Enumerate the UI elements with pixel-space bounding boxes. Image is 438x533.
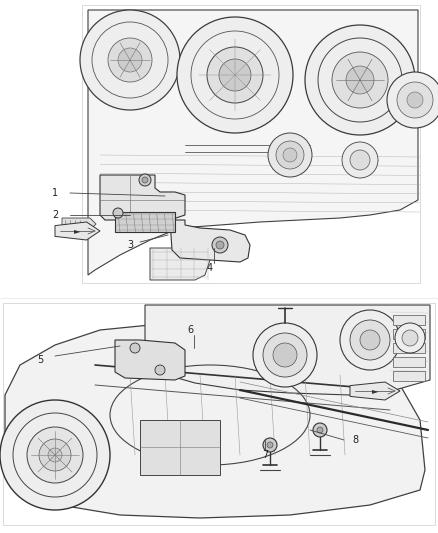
Circle shape xyxy=(350,320,390,360)
Circle shape xyxy=(118,48,142,72)
Circle shape xyxy=(313,423,327,437)
Circle shape xyxy=(397,82,433,118)
Polygon shape xyxy=(5,325,425,518)
Circle shape xyxy=(253,323,317,387)
Circle shape xyxy=(268,133,312,177)
Text: 6: 6 xyxy=(187,325,193,335)
Text: 3: 3 xyxy=(127,240,133,250)
Circle shape xyxy=(142,177,148,183)
Bar xyxy=(393,371,425,381)
Circle shape xyxy=(387,72,438,128)
Circle shape xyxy=(0,400,110,510)
Text: 8: 8 xyxy=(352,435,358,445)
Circle shape xyxy=(155,365,165,375)
Bar xyxy=(82,5,420,283)
Circle shape xyxy=(283,148,297,162)
Text: 4: 4 xyxy=(207,263,213,273)
Bar xyxy=(140,420,220,475)
Text: ►: ► xyxy=(74,227,81,236)
Circle shape xyxy=(39,439,71,471)
Circle shape xyxy=(340,310,400,370)
Text: 7: 7 xyxy=(262,450,268,460)
Bar xyxy=(393,315,425,325)
Polygon shape xyxy=(145,305,430,395)
Text: 1: 1 xyxy=(52,188,58,198)
Circle shape xyxy=(395,323,425,353)
Circle shape xyxy=(139,174,151,186)
Text: ►: ► xyxy=(372,386,378,395)
Circle shape xyxy=(342,142,378,178)
Circle shape xyxy=(216,241,224,249)
Polygon shape xyxy=(350,382,400,400)
Circle shape xyxy=(207,47,263,103)
Polygon shape xyxy=(88,10,418,275)
Polygon shape xyxy=(100,175,185,220)
Circle shape xyxy=(273,343,297,367)
Circle shape xyxy=(108,38,152,82)
Polygon shape xyxy=(62,218,96,230)
Circle shape xyxy=(407,92,423,108)
Circle shape xyxy=(113,208,123,218)
Circle shape xyxy=(263,333,307,377)
Circle shape xyxy=(212,237,228,253)
Circle shape xyxy=(346,66,374,94)
Circle shape xyxy=(305,25,415,135)
Circle shape xyxy=(332,52,388,108)
Circle shape xyxy=(360,330,380,350)
Polygon shape xyxy=(150,248,210,280)
Bar xyxy=(393,343,425,353)
Polygon shape xyxy=(115,212,175,232)
Circle shape xyxy=(317,427,323,433)
Circle shape xyxy=(276,141,304,169)
Circle shape xyxy=(48,448,62,462)
Text: 5: 5 xyxy=(37,355,43,365)
Circle shape xyxy=(80,10,180,110)
Circle shape xyxy=(402,330,418,346)
Polygon shape xyxy=(170,220,250,262)
Circle shape xyxy=(130,343,140,353)
Circle shape xyxy=(263,438,277,452)
Polygon shape xyxy=(55,222,100,240)
Text: 2: 2 xyxy=(52,210,58,220)
Circle shape xyxy=(219,59,251,91)
Circle shape xyxy=(177,17,293,133)
Bar xyxy=(393,357,425,367)
Bar xyxy=(393,329,425,339)
Polygon shape xyxy=(115,340,185,380)
Circle shape xyxy=(350,150,370,170)
Circle shape xyxy=(27,427,83,483)
Circle shape xyxy=(267,442,273,448)
Bar xyxy=(3,303,435,525)
